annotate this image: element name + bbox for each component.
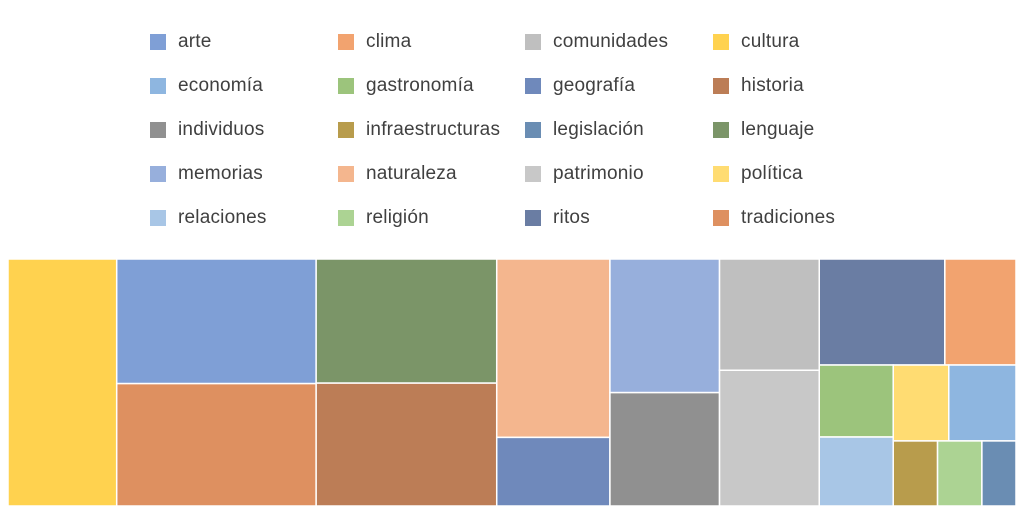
- treemap-tile-gastronomía: [818, 364, 894, 438]
- legend-label: infraestructuras: [366, 119, 501, 140]
- legend-label: lenguaje: [741, 119, 815, 140]
- treemap-tile-lenguaje: [315, 258, 498, 384]
- legend-label: historia: [741, 75, 804, 96]
- legend-swatch: [338, 34, 354, 50]
- treemap-tile-cultura: [7, 258, 118, 507]
- legend-item: política: [713, 162, 803, 186]
- legend-swatch: [525, 34, 541, 50]
- legend-swatch: [713, 34, 729, 50]
- legend-item: religión: [338, 206, 429, 230]
- treemap-tile-memorias: [609, 258, 721, 394]
- legend-swatch: [338, 166, 354, 182]
- legend-item: cultura: [713, 30, 799, 54]
- legend-label: ritos: [553, 207, 590, 228]
- treemap-tile-arte: [115, 258, 317, 385]
- legend-swatch: [713, 78, 729, 94]
- legend-item: gastronomía: [338, 74, 474, 98]
- legend-item: relaciones: [150, 206, 267, 230]
- treemap-tile-legislación: [981, 440, 1017, 507]
- chart-legend: arte clima comunidades cultura economía gastr…: [150, 30, 870, 240]
- treemap-tile-patrimonio: [718, 369, 821, 507]
- legend-item: patrimonio: [525, 162, 644, 186]
- legend-label: gastronomía: [366, 75, 474, 96]
- treemap-tile-política: [892, 364, 950, 442]
- legend-swatch: [150, 210, 166, 226]
- legend-item: comunidades: [525, 30, 668, 54]
- legend-item: tradiciones: [713, 206, 835, 230]
- legend-label: economía: [178, 75, 264, 96]
- treemap-tile-relaciones: [818, 436, 894, 507]
- legend-item: naturaleza: [338, 162, 457, 186]
- legend-swatch: [525, 166, 541, 182]
- legend-swatch: [525, 122, 541, 138]
- legend-label: religión: [366, 207, 429, 228]
- treemap-tile-infraestructuras: [892, 440, 939, 507]
- legend-label: relaciones: [178, 207, 267, 228]
- legend-swatch: [150, 122, 166, 138]
- legend-swatch: [713, 122, 729, 138]
- legend-label: comunidades: [553, 31, 669, 52]
- legend-label: legislación: [553, 119, 644, 140]
- treemap-tile-historia: [315, 382, 498, 507]
- legend-label: patrimonio: [553, 163, 644, 184]
- treemap-tile-comunidades: [718, 258, 821, 372]
- legend-label: política: [741, 163, 803, 184]
- legend-swatch: [338, 78, 354, 94]
- legend-item: clima: [338, 30, 411, 54]
- legend-swatch: [150, 166, 166, 182]
- legend-item: historia: [713, 74, 804, 98]
- treemap-tile-ritos: [818, 258, 946, 366]
- legend-swatch: [525, 78, 541, 94]
- legend-label: naturaleza: [366, 163, 457, 184]
- treemap-tile-tradiciones: [115, 382, 317, 507]
- legend-swatch: [713, 166, 729, 182]
- legend-item: ritos: [525, 206, 590, 230]
- legend-item: individuos: [150, 118, 265, 142]
- legend-item: legislación: [525, 118, 644, 142]
- legend-swatch: [525, 210, 541, 226]
- legend-label: geografía: [553, 75, 636, 96]
- legend-label: clima: [366, 31, 412, 52]
- legend-label: tradiciones: [741, 207, 836, 228]
- legend-item: arte: [150, 30, 212, 54]
- legend-label: individuos: [178, 119, 265, 140]
- legend-label: cultura: [741, 31, 800, 52]
- legend-swatch: [338, 122, 354, 138]
- treemap-tile-clima: [944, 258, 1017, 366]
- legend-label: arte: [178, 31, 212, 52]
- treemap-tile-religión: [936, 440, 983, 507]
- legend-item: lenguaje: [713, 118, 814, 142]
- legend-item: economía: [150, 74, 263, 98]
- treemap-tile-economía: [948, 364, 1017, 442]
- legend-item: memorias: [150, 162, 263, 186]
- legend-swatch: [713, 210, 729, 226]
- legend-label: memorias: [178, 163, 264, 184]
- treemap-tile-individuos: [609, 391, 721, 507]
- legend-item: geografía: [525, 74, 635, 98]
- legend-swatch: [150, 78, 166, 94]
- legend-item: infraestructuras: [338, 118, 500, 142]
- legend-swatch: [338, 210, 354, 226]
- treemap-tile-geografía: [495, 436, 611, 507]
- treemap-tile-naturaleza: [495, 258, 611, 439]
- legend-swatch: [150, 34, 166, 50]
